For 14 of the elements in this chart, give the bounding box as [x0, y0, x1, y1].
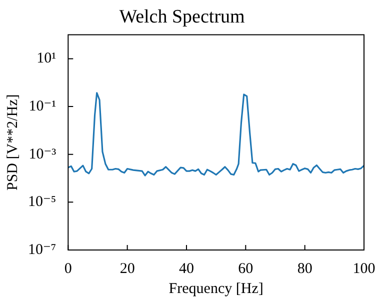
x-tick-label: 40 [178, 260, 194, 277]
x-tick-label: 0 [64, 260, 72, 277]
y-tick-label: 10⁻³ [28, 146, 57, 162]
y-tick-label: 10⁻¹ [28, 98, 56, 114]
x-tick-label: 100 [352, 260, 376, 277]
chart-title: Welch Spectrum [119, 6, 246, 28]
y-tick-label: 10⁻⁷ [28, 242, 56, 258]
x-tick-label: 60 [238, 260, 254, 277]
x-tick-label: 80 [297, 260, 312, 277]
y-axis-title: PSD [V**2/Hz] [4, 94, 21, 191]
y-tick-label: 10¹ [36, 50, 56, 67]
y-tick-label: 10⁻⁵ [28, 194, 56, 210]
x-axis-title: Frequency [Hz] [168, 280, 264, 297]
x-tick-label: 20 [120, 260, 135, 277]
